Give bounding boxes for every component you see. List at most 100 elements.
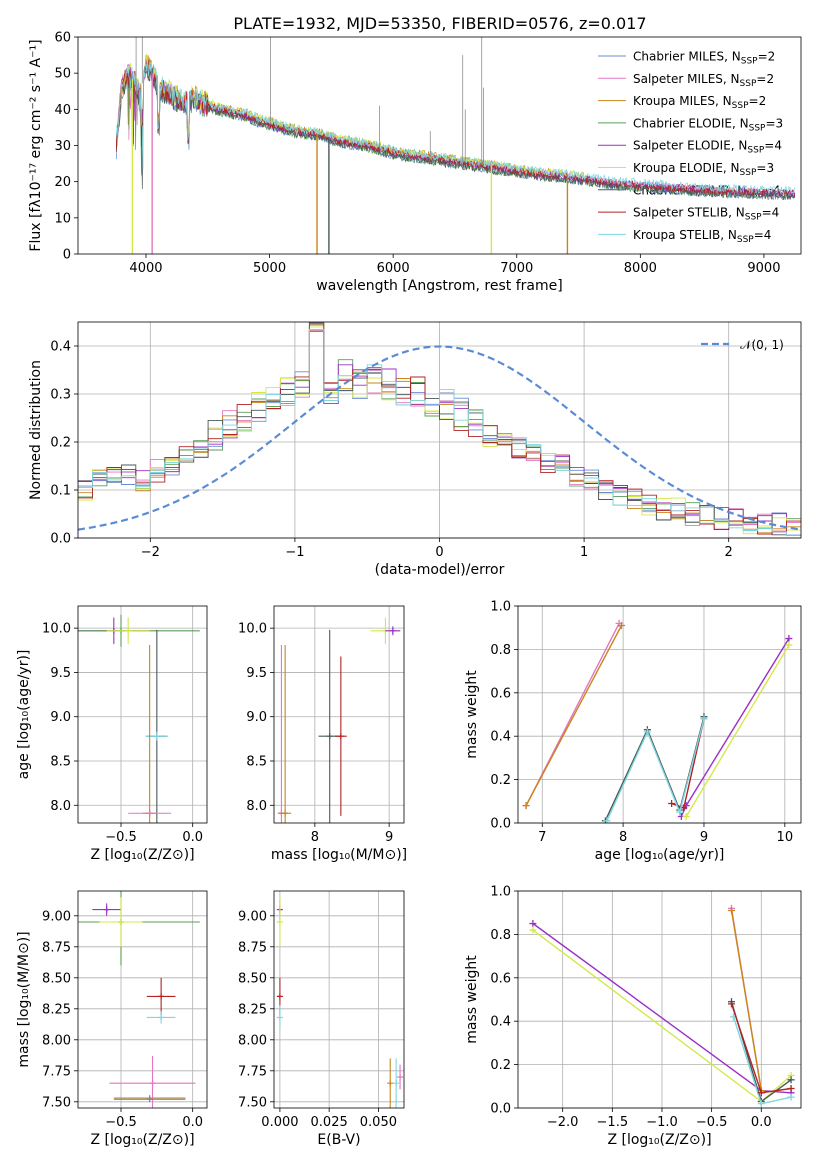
y-tick-label: 8.50 bbox=[238, 971, 267, 986]
legend-tail: =2 bbox=[749, 94, 767, 108]
weight-marker bbox=[529, 920, 537, 928]
x-axis-label: (data-model)/error bbox=[375, 562, 505, 578]
y-axis-label: Normed distribution bbox=[28, 360, 44, 500]
weight-marker bbox=[529, 926, 537, 934]
y-tick-label: 0.1 bbox=[50, 484, 71, 499]
chart-mass-vs-Z: −0.5 0.0 7.50 7.75 8.00 8.25 8.50 8.75 9.00 Z [lo… bbox=[16, 890, 208, 1148]
y-tick-label: 0.2 bbox=[490, 773, 511, 788]
legend-sub: SSP bbox=[745, 213, 762, 223]
weight-line bbox=[606, 718, 705, 822]
residual-legend: 𝒩(0, 1) bbox=[701, 338, 784, 352]
x-axis-label: mass [log₁₀(M/M⊙)] bbox=[271, 847, 407, 863]
y-tick-label: 0.6 bbox=[490, 971, 511, 986]
data-point bbox=[397, 1074, 404, 1080]
y-tick-label: 8.75 bbox=[42, 940, 71, 955]
weight-marker bbox=[785, 635, 793, 643]
x-tick-label: −0.5 bbox=[105, 1115, 137, 1130]
spectrum-series-7 bbox=[115, 59, 796, 198]
y-tick-label: 9.5 bbox=[246, 666, 267, 681]
y-tick-label: 8.00 bbox=[42, 1033, 71, 1048]
legend-label: Chabrier MILES, NSSP=2 bbox=[633, 50, 775, 67]
plot-area bbox=[78, 322, 801, 537]
x-axis-label: age [log₁₀(age/yr)] bbox=[595, 847, 725, 863]
plot-area bbox=[529, 904, 795, 1108]
x-tick-label: 6000 bbox=[377, 261, 410, 276]
x-tick-label: 8 bbox=[619, 830, 627, 845]
y-tick-label: 0.4 bbox=[490, 1015, 511, 1030]
chart-weight-vs-age: 7 8 9 10 0.0 0.2 0.4 0.6 0.8 1.0 age [log₁₀(age/yr… bbox=[464, 600, 802, 863]
x-tick-label: 10 bbox=[777, 830, 794, 845]
x-axis-label: E(B-V) bbox=[317, 1132, 360, 1148]
y-tick-label: 8.0 bbox=[246, 799, 267, 814]
legend-label: Kroupa ELODIE, NSSP=3 bbox=[633, 161, 774, 178]
weight-marker bbox=[522, 802, 530, 810]
axes-frame bbox=[273, 605, 405, 824]
y-tick-label: 10.0 bbox=[42, 622, 71, 637]
x-tick-label: −0.5 bbox=[696, 1115, 728, 1130]
x-tick-label: 0 bbox=[435, 545, 443, 560]
data-point bbox=[276, 993, 283, 1000]
legend-label: Chabrier ELODIE, NSSP=3 bbox=[633, 116, 783, 133]
x-axis-label: Z [log₁₀(Z/Z⊙)] bbox=[90, 1132, 194, 1148]
x-tick-label: −1.0 bbox=[646, 1115, 678, 1130]
y-tick-label: 1.0 bbox=[490, 600, 511, 615]
x-tick-label: 0.050 bbox=[360, 1115, 397, 1130]
axes-frame bbox=[77, 605, 208, 824]
x-tick-label: −1.5 bbox=[597, 1115, 629, 1130]
x-tick-label: 5000 bbox=[253, 261, 286, 276]
y-tick-label: 9.5 bbox=[50, 666, 71, 681]
legend-text: Kroupa STELIB, N bbox=[633, 228, 737, 242]
legend-sub: SSP bbox=[749, 123, 766, 133]
x-tick-label: 7000 bbox=[500, 261, 533, 276]
weight-marker bbox=[676, 808, 684, 816]
legend-text: Chabrier MILES, N bbox=[633, 50, 741, 64]
data-point bbox=[153, 733, 160, 740]
weight-marker bbox=[700, 715, 708, 723]
x-tick-label: 8000 bbox=[624, 261, 657, 276]
x-tick-label: −2.0 bbox=[547, 1115, 579, 1130]
y-tick-label: 7.75 bbox=[42, 1064, 71, 1079]
plot-area bbox=[78, 891, 200, 1108]
data-point bbox=[276, 919, 283, 925]
y-tick-label: 50 bbox=[54, 67, 71, 82]
x-axis-label: Z [log₁₀(Z/Z⊙)] bbox=[90, 847, 194, 863]
x-tick-label: 0.025 bbox=[311, 1115, 348, 1130]
weight-marker bbox=[787, 1093, 795, 1101]
legend-text: Kroupa MILES, N bbox=[633, 94, 732, 108]
y-tick-label: 10 bbox=[54, 211, 71, 226]
y-tick-label: 60 bbox=[54, 31, 71, 46]
legend-tail: =3 bbox=[765, 116, 783, 130]
y-tick-label: 7.50 bbox=[238, 1095, 267, 1110]
plot-area bbox=[78, 614, 200, 823]
y-tick-label: 10.0 bbox=[238, 622, 267, 637]
y-tick-label: 8.00 bbox=[238, 1033, 267, 1048]
x-tick-label: 9000 bbox=[747, 261, 780, 276]
histogram-series-8 bbox=[78, 329, 801, 537]
plot-area bbox=[522, 619, 793, 823]
legend-sub: SSP bbox=[737, 235, 754, 245]
weight-line bbox=[680, 638, 790, 817]
data-point bbox=[276, 1014, 283, 1021]
y-tick-label: 0.8 bbox=[490, 928, 511, 943]
y-tick-label: 0.0 bbox=[490, 1102, 511, 1117]
legend-label: Kroupa STELIB, NSSP=4 bbox=[633, 228, 771, 245]
spectrum-series-2 bbox=[115, 54, 566, 178]
y-tick-label: 0.8 bbox=[490, 643, 511, 658]
data-point bbox=[158, 1014, 165, 1021]
weight-marker bbox=[617, 622, 625, 630]
x-tick-label: 0.0 bbox=[182, 1115, 203, 1130]
chart-age-vs-mass: 8 9 8.0 8.5 9.0 9.5 10.0 mass [log₁₀(M/M⊙)] bbox=[238, 605, 407, 863]
legend-sub: SSP bbox=[740, 79, 757, 89]
y-tick-label: 20 bbox=[54, 175, 71, 190]
weight-marker bbox=[757, 1089, 765, 1097]
data-point bbox=[282, 810, 289, 817]
figure-title: PLATE=1932, MJD=53350, FIBERID=0576, z=0… bbox=[233, 14, 646, 33]
data-point bbox=[387, 1080, 394, 1087]
y-tick-label: 9.00 bbox=[42, 909, 71, 924]
x-tick-label: 0.0 bbox=[751, 1115, 772, 1130]
data-point bbox=[146, 1096, 153, 1103]
axes-frame bbox=[77, 890, 208, 1109]
y-tick-label: 9.00 bbox=[238, 909, 267, 924]
